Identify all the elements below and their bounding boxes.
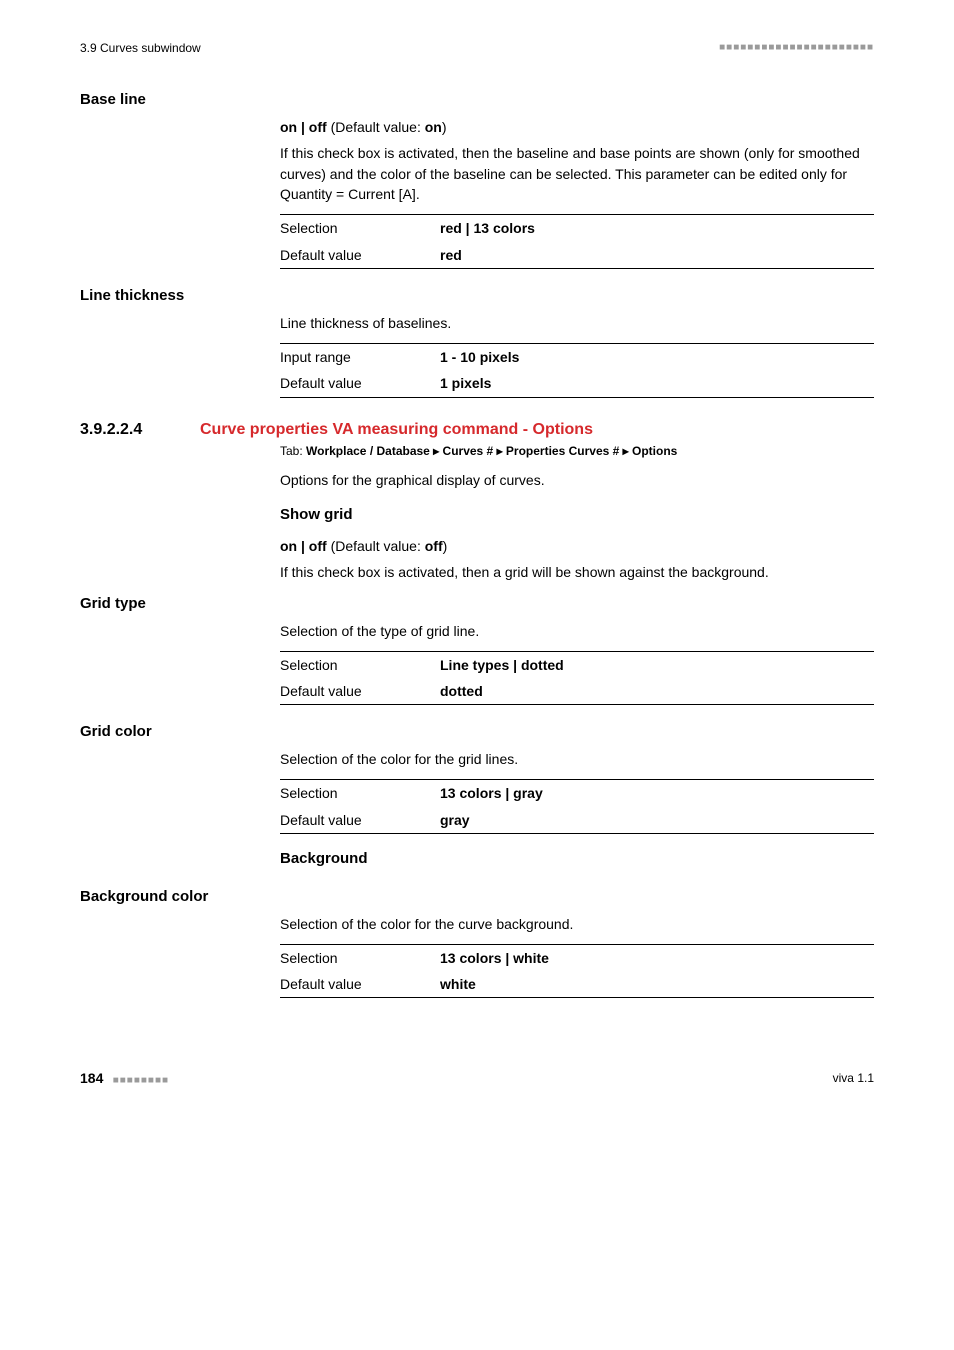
kv-value: red | 13 colors (440, 215, 874, 242)
kv-table: Selection Line types | dotted Default va… (280, 651, 874, 706)
kv-value: white (440, 971, 874, 998)
desc-mid: = (332, 186, 348, 202)
table-row: Default value dotted (280, 678, 874, 705)
param-background-color: Background color Selection of the color … (80, 886, 874, 999)
param-label: Grid type (80, 593, 874, 615)
kv-value: gray (440, 807, 874, 834)
kv-value: 1 - 10 pixels (440, 343, 874, 370)
page-number: 184 (80, 1070, 103, 1086)
kv-label: Default value (280, 807, 440, 834)
table-row: Selection Line types | dotted (280, 651, 874, 678)
table-row: Default value red (280, 242, 874, 269)
param-body: Selection of the type of grid line. Sele… (280, 621, 874, 706)
param-body: Line thickness of baselines. Input range… (280, 313, 874, 398)
value-suffix: ) (443, 538, 448, 554)
kv-label: Default value (280, 971, 440, 998)
tab-path-line: Tab: Workplace / Database ▸ Curves # ▸ P… (280, 443, 874, 460)
param-body: Selection of the color for the grid line… (280, 749, 874, 870)
table-row: Default value gray (280, 807, 874, 834)
value-default: on (425, 119, 442, 135)
param-desc: If this check box is activated, then the… (280, 143, 874, 204)
desc-bold2: Current [A] (348, 186, 416, 202)
section-number: 3.9.2.2.4 (80, 418, 200, 441)
kv-label: Default value (280, 678, 440, 705)
footer-product: viva 1.1 (833, 1070, 874, 1087)
param-grid-type: Grid type Selection of the type of grid … (80, 593, 874, 706)
tab-path: Workplace / Database ▸ Curves # ▸ Proper… (306, 444, 677, 458)
desc-bold1: Quantity (280, 186, 332, 202)
kv-value: 1 pixels (440, 370, 874, 397)
kv-table: Input range 1 - 10 pixels Default value … (280, 343, 874, 398)
param-desc: Selection of the color for the curve bac… (280, 914, 874, 934)
page-header: 3.9 Curves subwindow ■■■■■■■■■■■■■■■■■■■… (80, 40, 874, 57)
value-default: off (425, 538, 443, 554)
param-label: Base line (80, 89, 874, 111)
param-label: Line thickness (80, 285, 874, 307)
value-options: on | off (280, 119, 327, 135)
param-desc: If this check box is activated, then a g… (280, 562, 874, 582)
kv-table: Selection 13 colors | gray Default value… (280, 779, 874, 834)
value-mid: (Default value: (327, 119, 425, 135)
kv-label: Selection (280, 944, 440, 971)
header-section-ref: 3.9 Curves subwindow (80, 40, 201, 57)
kv-value: Line types | dotted (440, 651, 874, 678)
param-body: Selection of the color for the curve bac… (280, 914, 874, 999)
page-footer: 184 ■■■■■■■■ viva 1.1 (80, 1068, 874, 1089)
section-desc: Options for the graphical display of cur… (280, 470, 874, 490)
value-suffix: ) (442, 119, 447, 135)
table-row: Selection red | 13 colors (280, 215, 874, 242)
kv-label: Selection (280, 780, 440, 807)
param-desc: Selection of the type of grid line. (280, 621, 874, 641)
kv-label: Default value (280, 242, 440, 269)
kv-value: 13 colors | gray (440, 780, 874, 807)
param-grid-color: Grid color Selection of the color for th… (80, 721, 874, 869)
table-row: Input range 1 - 10 pixels (280, 343, 874, 370)
kv-label: Default value (280, 370, 440, 397)
section-heading: 3.9.2.2.4 Curve properties VA measuring … (80, 418, 874, 441)
param-desc: Line thickness of baselines. (280, 313, 874, 333)
param-desc: Selection of the color for the grid line… (280, 749, 874, 769)
kv-table: Selection red | 13 colors Default value … (280, 214, 874, 269)
param-line-thickness: Line thickness Line thickness of baselin… (80, 285, 874, 398)
kv-value: dotted (440, 678, 874, 705)
param-base-line: Base line on | off (Default value: on) I… (80, 89, 874, 269)
table-row: Default value white (280, 971, 874, 998)
kv-value: 13 colors | white (440, 944, 874, 971)
table-row: Default value 1 pixels (280, 370, 874, 397)
subhead-show-grid: Show grid (280, 504, 874, 526)
desc-text: If this check box is activated, then the… (280, 145, 860, 181)
param-label: Background color (80, 886, 874, 908)
footer-left: 184 ■■■■■■■■ (80, 1068, 169, 1089)
table-row: Selection 13 colors | gray (280, 780, 874, 807)
kv-label: Input range (280, 343, 440, 370)
section-body: Tab: Workplace / Database ▸ Curves # ▸ P… (280, 443, 874, 583)
kv-label: Selection (280, 651, 440, 678)
desc-suffix: . (416, 186, 420, 202)
kv-value: red (440, 242, 874, 269)
value-line: on | off (Default value: off) (280, 536, 874, 556)
value-options: on | off (280, 538, 327, 554)
header-decor: ■■■■■■■■■■■■■■■■■■■■■■ (719, 41, 874, 56)
param-body: on | off (Default value: on) If this che… (280, 117, 874, 269)
table-row: Selection 13 colors | white (280, 944, 874, 971)
kv-table: Selection 13 colors | white Default valu… (280, 944, 874, 999)
value-line: on | off (Default value: on) (280, 117, 874, 137)
subhead-background: Background (280, 848, 874, 870)
section-title: Curve properties VA measuring command - … (200, 418, 593, 441)
kv-label: Selection (280, 215, 440, 242)
param-label: Grid color (80, 721, 874, 743)
tab-prefix: Tab: (280, 444, 306, 458)
footer-decor: ■■■■■■■■ (113, 1075, 169, 1086)
value-mid: (Default value: (327, 538, 425, 554)
